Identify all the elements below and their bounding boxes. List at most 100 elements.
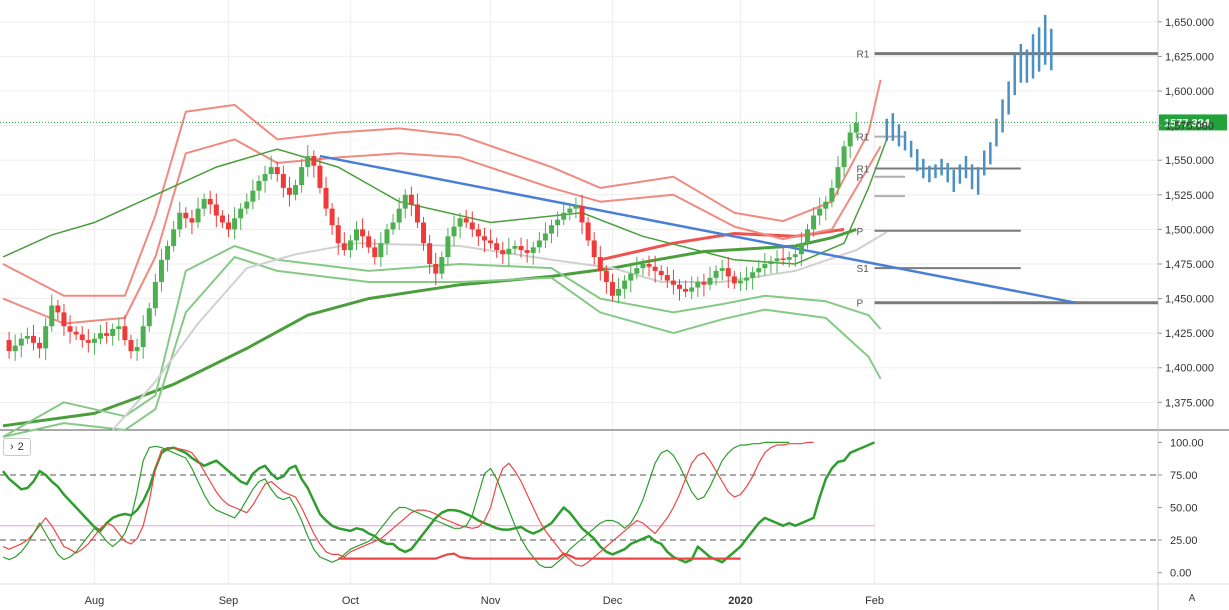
candle-body [122,326,128,341]
candle-body [689,287,695,292]
time-axis[interactable]: Aug Sep Oct Nov Dec 2020 Feb [85,595,884,607]
candle-body [262,174,268,181]
candle-body [835,167,841,188]
candle-body [408,194,414,205]
date-tick-label: Dec [603,595,623,607]
candle-body [817,208,823,216]
candle-body [677,284,683,289]
auto-scale-button[interactable]: A [1188,592,1196,604]
candle-body [603,270,609,282]
candle-body [670,280,676,285]
candle-body [280,174,286,188]
candle-body [61,312,67,327]
candle-body [786,257,792,260]
candle-body [823,201,829,209]
candle-body [609,281,615,296]
price-tick-label: 1,450.000 [1165,294,1214,306]
price-tick-label: 1,550.000 [1165,155,1214,167]
candle-body [634,268,640,274]
price-tick-label: 1,600.000 [1165,86,1214,98]
price-tick-label: 1,425.000 [1165,328,1214,340]
candle-body [585,222,591,241]
candle-body [43,326,49,349]
pane-toggle-button[interactable]: › 2 [3,438,31,456]
candle-body [299,167,305,186]
candle-body [725,268,731,277]
candle-body [293,185,299,195]
candle-body [530,247,536,253]
candle-body [427,243,433,264]
price-axis[interactable]: 1,650.000 1,625.000 1,600.000 1,575.000 1,55… [1158,17,1214,580]
candle-body [579,205,585,223]
oscillator-tick-label: 50.00 [1170,503,1198,515]
candle-body [134,346,140,352]
candle-body [798,243,804,255]
candle-body [475,229,481,237]
candle-body [567,208,573,213]
candle-body [353,229,359,241]
candle-body [110,328,116,336]
candle-body [664,275,670,281]
oscillator-pane [0,441,1158,568]
candle-body [494,243,500,251]
price-tick-label: 1,650.000 [1165,17,1214,29]
candle-body [774,258,780,262]
candle-body [372,247,378,258]
projection-bars [885,14,1053,195]
candle-body [140,326,146,347]
candle-body [390,222,396,230]
candle-body [232,218,238,230]
candle-body [512,245,518,249]
candle-body [445,236,451,258]
candle-body [847,132,853,147]
candle-body [18,338,24,346]
oscillator-tick-label: 0.00 [1170,568,1191,580]
date-tick-label: Nov [481,595,501,607]
candle-body [518,245,524,251]
candle-body [183,212,189,219]
candle-body [6,340,12,352]
candle-body [414,204,420,223]
date-tick-label: Feb [865,595,884,607]
candle-body [555,219,561,226]
candle-body [628,273,634,281]
candle-body [811,215,817,230]
candle-body [439,257,445,274]
candle-body [524,250,530,253]
candle-body [591,240,597,258]
candle-body [597,257,603,271]
candle-body [762,263,768,269]
oscillator-line-0 [2,441,875,564]
date-tick-label: 2020 [728,595,752,607]
candle-body [12,345,18,352]
candle-body [305,156,311,168]
pivot-label: P [857,173,864,184]
price-tick-label: 1,475.000 [1165,259,1214,271]
candle-body [792,254,798,258]
candle-body [652,266,658,271]
candle-body [542,233,548,241]
candle-body [457,218,463,227]
candle-body [323,187,329,209]
descending-trendline [319,154,1076,304]
date-tick-label: Sep [219,595,239,607]
pivot-label: R1 [857,164,870,175]
candle-body [421,222,427,244]
candle-body [311,156,317,166]
trendline [319,154,1076,304]
date-tick-label: Oct [342,595,359,607]
price-tick-label: 1,375.000 [1165,397,1214,409]
candle-body [360,229,366,237]
oscillator-tick-label: 75.00 [1170,470,1198,482]
price-tick-label: 1,400.000 [1165,363,1214,375]
candle-body [731,276,737,284]
indicator-line-8 [111,231,888,431]
oscillator-line-1 [2,441,814,567]
candle-body [116,326,122,329]
candle-body [158,259,164,282]
pivot-label: R1 [857,133,870,144]
oscillator-line-2 [2,441,790,568]
candle-body [341,243,347,251]
